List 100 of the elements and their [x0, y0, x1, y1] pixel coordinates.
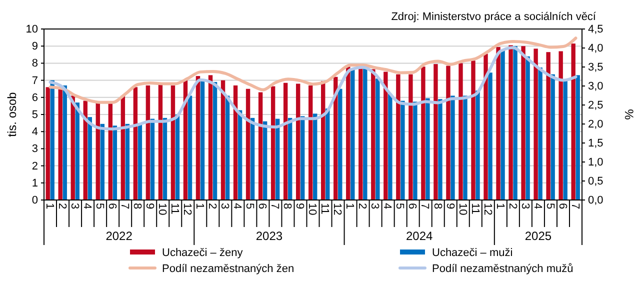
x-tick-label: 11	[318, 203, 331, 214]
bar	[58, 88, 62, 200]
bar	[521, 46, 526, 200]
bar	[350, 69, 355, 200]
y2-axis-title: %	[622, 109, 636, 120]
bar	[100, 124, 105, 200]
bar	[150, 118, 155, 200]
bar	[426, 98, 430, 200]
y2-tick-label: 3,0	[588, 80, 604, 93]
bar	[225, 96, 230, 200]
bar	[300, 116, 305, 200]
bar	[120, 96, 126, 200]
bar	[270, 86, 276, 200]
bar	[458, 63, 463, 200]
text: 2022	[106, 229, 133, 243]
x-tick-label: 9	[294, 203, 306, 210]
bar	[463, 96, 468, 200]
y-tick-label: 7	[32, 74, 38, 87]
bar	[346, 66, 350, 200]
bar	[175, 114, 180, 200]
x-tick-label: 4	[381, 203, 394, 210]
bar	[413, 102, 418, 200]
bar	[321, 81, 326, 200]
bar	[563, 80, 568, 200]
bar	[170, 85, 176, 200]
x-tick-label: 3	[368, 203, 381, 210]
bar	[296, 84, 300, 200]
y2-tick-label: 4,0	[588, 42, 604, 55]
bar	[376, 78, 380, 200]
y2-tick-label: 4,5	[588, 24, 604, 36]
x-tick-label: 10	[156, 203, 168, 216]
bar	[484, 54, 488, 200]
text: Zdroj: Ministerstvo práce a sociálních věcí	[391, 11, 597, 23]
bar	[246, 88, 250, 200]
y-tick-label: 2	[32, 160, 38, 172]
bar	[258, 92, 263, 200]
x-tick-label: 12	[481, 203, 494, 216]
bar	[108, 103, 113, 200]
line-series	[48, 46, 578, 130]
bar	[46, 87, 50, 200]
x-tick-label: 8	[431, 203, 444, 210]
x-tick-label: 2	[56, 203, 68, 210]
x-tick-label: 7	[418, 203, 431, 210]
x-tick-label: 12	[331, 203, 344, 216]
bar	[283, 82, 288, 200]
y-tick-label: 0	[32, 194, 38, 207]
x-tick-label: 11	[468, 203, 481, 214]
bar	[158, 84, 163, 200]
bar	[396, 74, 400, 200]
bar	[262, 121, 268, 200]
x-tick-label: 7	[568, 203, 581, 210]
x-tick-label: 9	[444, 203, 456, 210]
bar	[112, 126, 118, 200]
legend-label: Podíl nezaměstnaných mužů	[432, 262, 574, 275]
legend-label: Podíl nezaměstnaných žen	[162, 262, 294, 275]
bar	[526, 56, 530, 200]
text: 2023	[256, 229, 283, 243]
y-tick-label: 3	[32, 143, 38, 156]
x-tick-label: 7	[118, 203, 130, 210]
bar	[212, 82, 218, 200]
bar	[446, 66, 450, 200]
legend-label: Uchazeči – muži	[432, 246, 513, 259]
y2-tick-label: 3,5	[588, 62, 604, 74]
bar	[421, 66, 426, 200]
bar	[308, 85, 313, 200]
bar	[50, 80, 54, 200]
y2-tick-label: 0,0	[588, 194, 604, 207]
y-tick-label: 1	[32, 177, 38, 190]
bar	[288, 118, 292, 200]
x-tick-label: 1	[494, 203, 506, 210]
bar	[188, 96, 192, 200]
x-tick-label: 3	[518, 203, 531, 210]
bar	[438, 99, 442, 200]
text: 2025	[524, 229, 552, 243]
bar	[388, 94, 392, 200]
x-tick-label: 4	[531, 203, 544, 210]
bar	[384, 72, 388, 200]
bar	[550, 74, 555, 200]
bar	[200, 81, 205, 200]
x-tick-label: 7	[268, 203, 281, 210]
x-tick-label: 4	[231, 203, 244, 210]
x-tick-label: 1	[43, 203, 56, 210]
bar	[313, 114, 318, 200]
bar	[488, 72, 492, 200]
x-tick-label: 2	[206, 203, 218, 210]
bar	[250, 118, 255, 200]
bar	[576, 75, 580, 200]
x-tick-label: 4	[80, 203, 93, 210]
bar	[162, 118, 168, 200]
bar	[238, 110, 242, 200]
bar	[496, 46, 500, 200]
y-axis-title: tis. osob	[5, 92, 19, 137]
bar	[62, 85, 67, 200]
text: 2024	[406, 229, 434, 243]
bar	[508, 45, 513, 200]
bar	[546, 52, 550, 200]
y-tick-label: 8	[32, 58, 38, 70]
bar	[326, 108, 330, 200]
x-tick-label: 6	[406, 203, 418, 210]
y2-tick-label: 1,5	[588, 138, 604, 150]
